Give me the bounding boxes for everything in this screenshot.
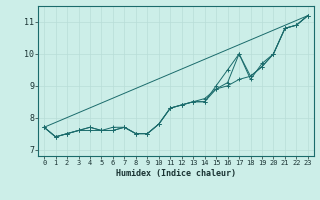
X-axis label: Humidex (Indice chaleur): Humidex (Indice chaleur) <box>116 169 236 178</box>
